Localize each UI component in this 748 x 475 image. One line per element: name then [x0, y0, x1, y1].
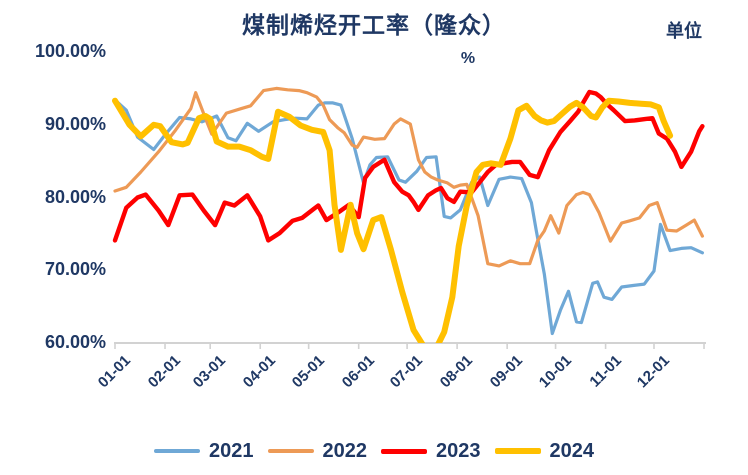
legend-item-2023: 2023 [381, 440, 481, 463]
legend-item-2022: 2022 [267, 439, 368, 463]
legend-item-2024: 2024 [494, 439, 595, 463]
y-axis-label-80: 80.00% [44, 186, 106, 207]
legend-label-2021: 2021 [209, 439, 254, 462]
y-axis-label-100: 100.00% [34, 41, 106, 61]
legend-label-2023: 2023 [436, 439, 481, 462]
legend-label-2022: 2022 [322, 439, 368, 462]
legend-swatch-2022 [267, 449, 314, 453]
legend-swatch-2024 [494, 448, 541, 454]
y-axis-label-90: 90.00% [44, 113, 106, 134]
chart-legend: 2021 2022 2023 2024 [0, 437, 748, 465]
unit-label: 单位 [666, 21, 702, 41]
series-line-2021 [113, 98, 705, 336]
legend-swatch-2023 [381, 448, 427, 454]
legend-swatch-2021 [154, 449, 200, 453]
series-line-2023 [112, 89, 705, 243]
series-line-2022 [113, 86, 705, 268]
legend-label-2024: 2024 [549, 439, 595, 462]
series-line-2024 [112, 97, 674, 343]
chart-title: 煤制烯烃开工率（隆众） [242, 12, 506, 38]
legend-item-2021: 2021 [154, 440, 254, 463]
y-axis-unit-label: % [460, 50, 476, 67]
y-axis-label-60: 60.00% [44, 332, 106, 352]
y-axis-label-70: 70.00% [44, 259, 106, 280]
